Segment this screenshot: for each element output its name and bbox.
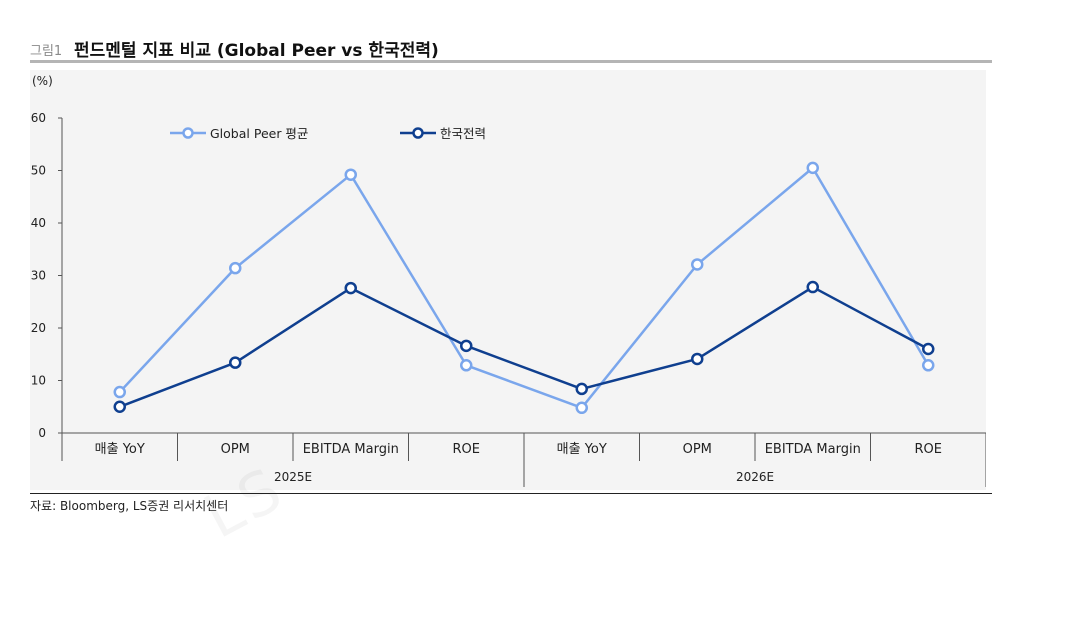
x-group-label: 2025E <box>274 470 312 484</box>
y-tick-label: 50 <box>31 164 46 178</box>
figure-header: 그림1 펀드멘털 지표 비교 (Global Peer vs 한국전력) <box>30 36 992 62</box>
legend-swatch-marker <box>412 127 424 139</box>
series-2-point <box>460 339 473 353</box>
source-note: 자료: Bloomberg, LS증권 리서치센터 <box>30 499 229 513</box>
series-1-point <box>691 258 704 271</box>
chart-area: (%) 0 10 20 30 40 50 60 매출 YoY OPM EBITDA Margin RO… <box>30 70 986 490</box>
x-tick-label: ROE <box>453 442 480 457</box>
x-tick-label: 매출 YoY <box>95 442 145 457</box>
series-2-point <box>229 356 242 369</box>
legend-label: Global Peer 평균 <box>210 126 308 141</box>
x-group-label: 2026E <box>736 470 774 484</box>
x-tick-label: ROE <box>915 442 942 457</box>
y-unit-label: (%) <box>32 74 53 88</box>
y-tick-label: 20 <box>31 321 46 335</box>
series-line-2 <box>119 285 929 408</box>
series-1-point <box>229 261 242 275</box>
chart-title: 펀드멘털 지표 비교 (Global Peer vs 한국전력) <box>74 41 439 61</box>
series-2-point <box>806 280 819 294</box>
x-tick-label: EBITDA Margin <box>765 442 861 457</box>
y-tick-label: 0 <box>38 426 46 440</box>
x-tick-label: OPM <box>683 442 712 457</box>
x-tick-label: 매출 YoY <box>557 442 607 457</box>
series-2-point <box>344 281 357 295</box>
series-1-point <box>460 359 473 372</box>
series-1-point <box>806 161 819 175</box>
legend-label: 한국전력 <box>440 126 486 141</box>
y-tick-label: 60 <box>31 111 46 125</box>
footer-divider <box>30 493 992 494</box>
series-2-point <box>922 342 935 356</box>
x-tick-label: OPM <box>221 442 250 457</box>
y-tick-label: 40 <box>31 216 46 230</box>
series-2-point <box>691 352 704 366</box>
series-line-1 <box>118 166 930 410</box>
x-tick-label: EBITDA Margin <box>303 442 399 457</box>
series-1-point <box>344 168 357 181</box>
line-chart: (%) 0 10 20 30 40 50 60 매출 YoY OPM EBITDA Margin RO… <box>31 74 986 487</box>
series-2-point <box>575 382 588 396</box>
figure-label: 그림1 <box>30 44 63 59</box>
y-tick-label: 30 <box>31 269 46 283</box>
series-1-point <box>922 359 935 372</box>
series-1-point <box>113 385 126 399</box>
header-divider <box>30 60 992 63</box>
y-tick-label: 10 <box>31 374 46 388</box>
legend-swatch-marker <box>182 127 194 139</box>
series-2-point <box>113 400 126 413</box>
series-1-point <box>575 401 588 415</box>
